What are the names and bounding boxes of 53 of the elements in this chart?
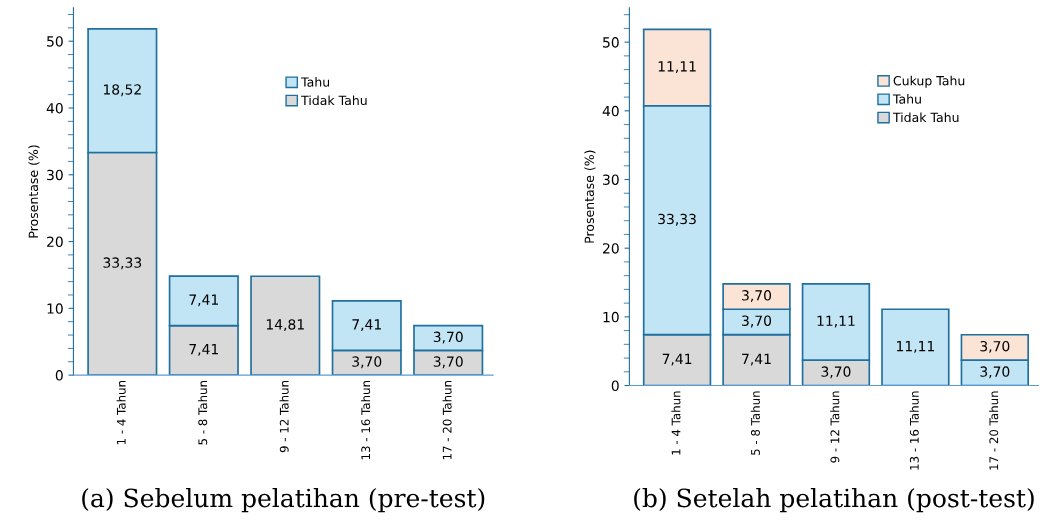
x-tick-label: 5 - 8 Tahun: [198, 380, 208, 445]
data-label: 7,41: [189, 344, 218, 356]
y-tick-label: 0: [611, 380, 619, 392]
text: (a) Sebelum pelatihan (pre-test): [82, 488, 485, 513]
x-tick-label: 13 - 16 Tahun: [909, 391, 919, 470]
data-label: 3,70: [433, 356, 463, 369]
y-tick-label: 30: [603, 174, 619, 185]
data-label: 3,70: [433, 331, 463, 344]
y-tick-label: 20: [603, 243, 619, 254]
x-tick-label: 17 - 20 Tahun: [442, 380, 452, 460]
x-tick-label: 9 - 12 Tahun: [279, 380, 289, 453]
data-label: 11,11: [658, 61, 696, 74]
legend-label: Tidak Tahu: [892, 112, 959, 123]
data-label: 33,33: [658, 213, 696, 226]
legend-label: Tahu: [892, 94, 921, 104]
y-tick-label: 30: [47, 169, 63, 181]
x-tick-label: 9 - 12 Tahun: [830, 391, 840, 463]
data-label: 11,11: [817, 315, 855, 328]
y-tick-label: 40: [602, 105, 619, 117]
y-tick-label: 10: [47, 303, 63, 314]
data-label: 7,41: [742, 353, 771, 366]
x-tick-label: 1 - 4 Tahun: [116, 380, 126, 445]
data-label: 7,41: [189, 294, 218, 307]
y-axis-title: Prosentase (%): [584, 150, 596, 243]
data-label: 3,70: [742, 290, 772, 302]
x-tick-label: 5 - 8 Tahun: [750, 391, 760, 455]
data-label: 14,81: [266, 319, 304, 332]
y-axis-title: Prosentase (%): [28, 145, 40, 238]
y-tick-label: 50: [603, 37, 619, 48]
data-label: 3,70: [980, 340, 1010, 353]
x-tick-label: 17 - 20 Tahun: [989, 391, 999, 470]
y-tick-label: 20: [47, 236, 63, 248]
data-label: 18,52: [103, 84, 141, 97]
legend-label: Tidak Tahu: [301, 95, 367, 106]
data-label: 7,41: [662, 353, 692, 366]
data-label: 3,70: [821, 366, 851, 379]
bar: [250, 275, 321, 376]
data-label: 11,11: [897, 341, 934, 353]
data-label: 7,41: [352, 319, 381, 332]
text: (b) Setelah pelatihan (post-test): [634, 488, 1034, 513]
y-tick-label: 40: [46, 102, 63, 114]
data-label: 3,70: [980, 366, 1010, 379]
x-tick-label: 1 - 4 Tahun: [671, 391, 681, 455]
y-tick-label: 50: [47, 36, 63, 47]
data-label: 3,70: [742, 315, 772, 328]
data-label: 33,33: [103, 257, 142, 270]
data-label: 3,70: [352, 356, 382, 369]
y-tick-label: 0: [55, 370, 63, 381]
legend-label: Cukup Tahu: [893, 75, 965, 88]
legend-label: Tahu: [301, 77, 330, 87]
y-tick-label: 10: [603, 311, 619, 323]
bar: [881, 308, 950, 386]
x-tick-label: 13 - 16 Tahun: [361, 380, 371, 460]
